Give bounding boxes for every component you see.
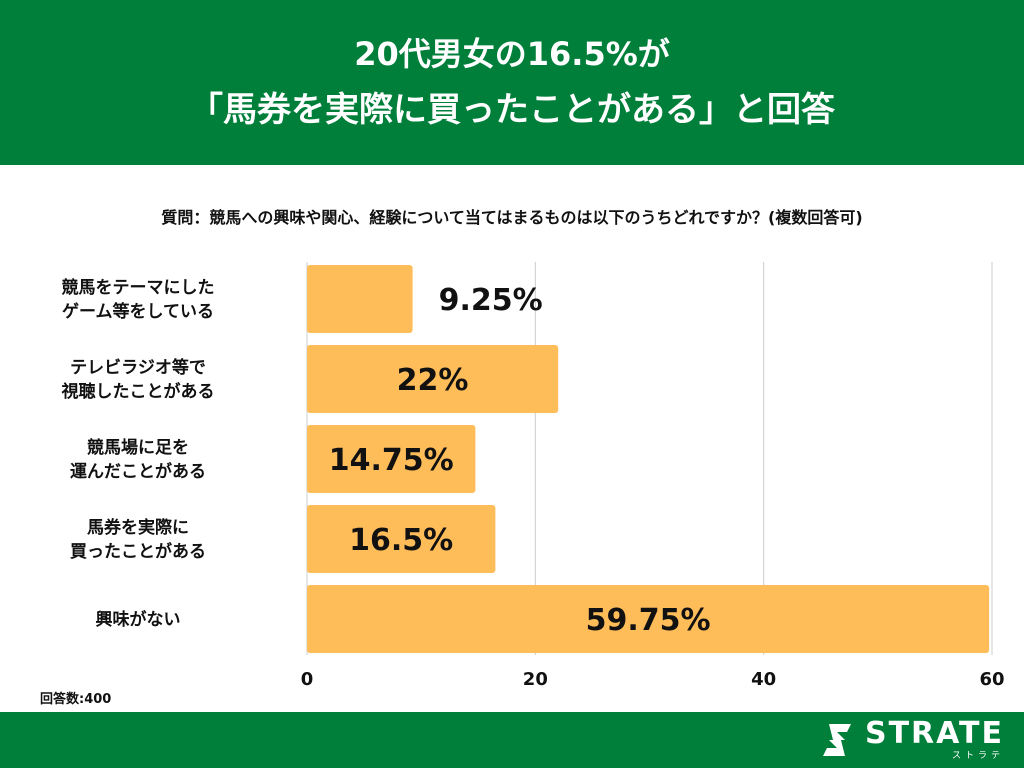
strate-logo-icon bbox=[822, 723, 851, 756]
brand-logo: STRATE ストラテ bbox=[817, 718, 1004, 761]
survey-question: 質問：競馬への興味や関心、経験について当てはまるものは以下のうちどれですか？(複… bbox=[161, 208, 863, 227]
category-label: 競馬をテーマにしたゲーム等をしている bbox=[62, 277, 215, 322]
category-label: 興味がない bbox=[96, 609, 181, 630]
data-label: 59.75% bbox=[586, 603, 711, 638]
data-label: 16.5% bbox=[349, 523, 453, 558]
x-tick-label: 60 bbox=[979, 669, 1004, 690]
bar bbox=[307, 345, 559, 413]
bar bbox=[307, 585, 990, 653]
brand-name: STRATE bbox=[864, 716, 1004, 751]
data-label: 9.25% bbox=[439, 283, 543, 318]
x-tick-label: 0 bbox=[301, 669, 314, 690]
data-label: 22% bbox=[397, 363, 469, 398]
bar-chart: 0 20 40 60 9.25% 競馬をテーマにしたゲーム等をしている 22% テレビラジオ等… bbox=[61, 262, 1005, 690]
x-tick-label: 20 bbox=[523, 669, 548, 690]
data-label: 14.75% bbox=[329, 443, 454, 478]
x-tick-label: 40 bbox=[751, 669, 776, 690]
category-label: 競馬場に足を運んだことがある bbox=[70, 437, 206, 482]
footer-bar: STRATE ストラテ bbox=[0, 712, 1024, 768]
chart-title-line1: 20代男女の16.5%が bbox=[354, 34, 670, 73]
category-label: テレビラジオ等で視聴したことがある bbox=[61, 357, 215, 402]
bar bbox=[307, 265, 413, 333]
bar bbox=[307, 505, 496, 573]
bar bbox=[307, 425, 476, 493]
title-banner: 20代男女の16.5%が 「馬券を実際に買ったことがある」と回答 bbox=[0, 0, 1024, 165]
chart-title-line2: 「馬券を実際に買ったことがある」と回答 bbox=[189, 89, 835, 130]
category-label: 馬券を実際に買ったことがある bbox=[70, 517, 206, 562]
brand-sub: ストラテ bbox=[951, 751, 1004, 761]
respondent-count: 回答数:400 bbox=[40, 692, 112, 707]
